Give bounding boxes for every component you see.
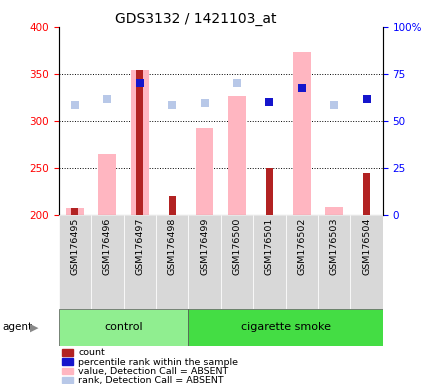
FancyBboxPatch shape	[220, 215, 253, 309]
Bar	[62, 367, 73, 374]
Bar	[62, 377, 73, 383]
Text: GSM176498: GSM176498	[167, 218, 176, 275]
FancyBboxPatch shape	[59, 309, 188, 346]
Text: cigarette smoke: cigarette smoke	[240, 322, 330, 333]
Text: GSM176497: GSM176497	[135, 218, 144, 275]
FancyBboxPatch shape	[123, 215, 156, 309]
Text: GSM176501: GSM176501	[264, 218, 273, 275]
Bar	[292, 52, 310, 215]
Text: GSM176499: GSM176499	[200, 218, 209, 275]
Text: control: control	[104, 322, 142, 333]
Bar	[131, 70, 148, 215]
Text: rank, Detection Call = ABSENT: rank, Detection Call = ABSENT	[78, 376, 223, 384]
FancyBboxPatch shape	[285, 215, 317, 309]
Text: GSM176504: GSM176504	[361, 218, 370, 275]
Text: count: count	[78, 349, 105, 358]
FancyBboxPatch shape	[188, 309, 382, 346]
FancyBboxPatch shape	[253, 215, 285, 309]
Text: percentile rank within the sample: percentile rank within the sample	[78, 358, 238, 367]
Bar	[362, 173, 369, 215]
FancyBboxPatch shape	[156, 215, 188, 309]
Bar	[66, 207, 84, 215]
Text: GDS3132 / 1421103_at: GDS3132 / 1421103_at	[115, 12, 276, 25]
Bar	[195, 127, 213, 215]
Bar	[98, 154, 116, 215]
Text: agent: agent	[2, 322, 32, 333]
Bar	[136, 70, 143, 215]
Text: GSM176502: GSM176502	[296, 218, 306, 275]
Text: value, Detection Call = ABSENT: value, Detection Call = ABSENT	[78, 367, 228, 376]
Bar	[265, 168, 272, 215]
Bar	[62, 359, 73, 365]
FancyBboxPatch shape	[317, 215, 350, 309]
FancyBboxPatch shape	[350, 215, 382, 309]
Text: GSM176503: GSM176503	[329, 218, 338, 275]
Bar	[227, 96, 245, 215]
FancyBboxPatch shape	[59, 215, 91, 309]
FancyBboxPatch shape	[91, 215, 123, 309]
Bar	[168, 196, 175, 215]
Bar	[325, 207, 342, 215]
Text: GSM176500: GSM176500	[232, 218, 241, 275]
Text: GSM176496: GSM176496	[102, 218, 112, 275]
Text: GSM176495: GSM176495	[70, 218, 79, 275]
FancyBboxPatch shape	[188, 215, 220, 309]
Text: ▶: ▶	[30, 322, 38, 333]
Bar	[71, 207, 78, 215]
Bar	[62, 349, 73, 356]
